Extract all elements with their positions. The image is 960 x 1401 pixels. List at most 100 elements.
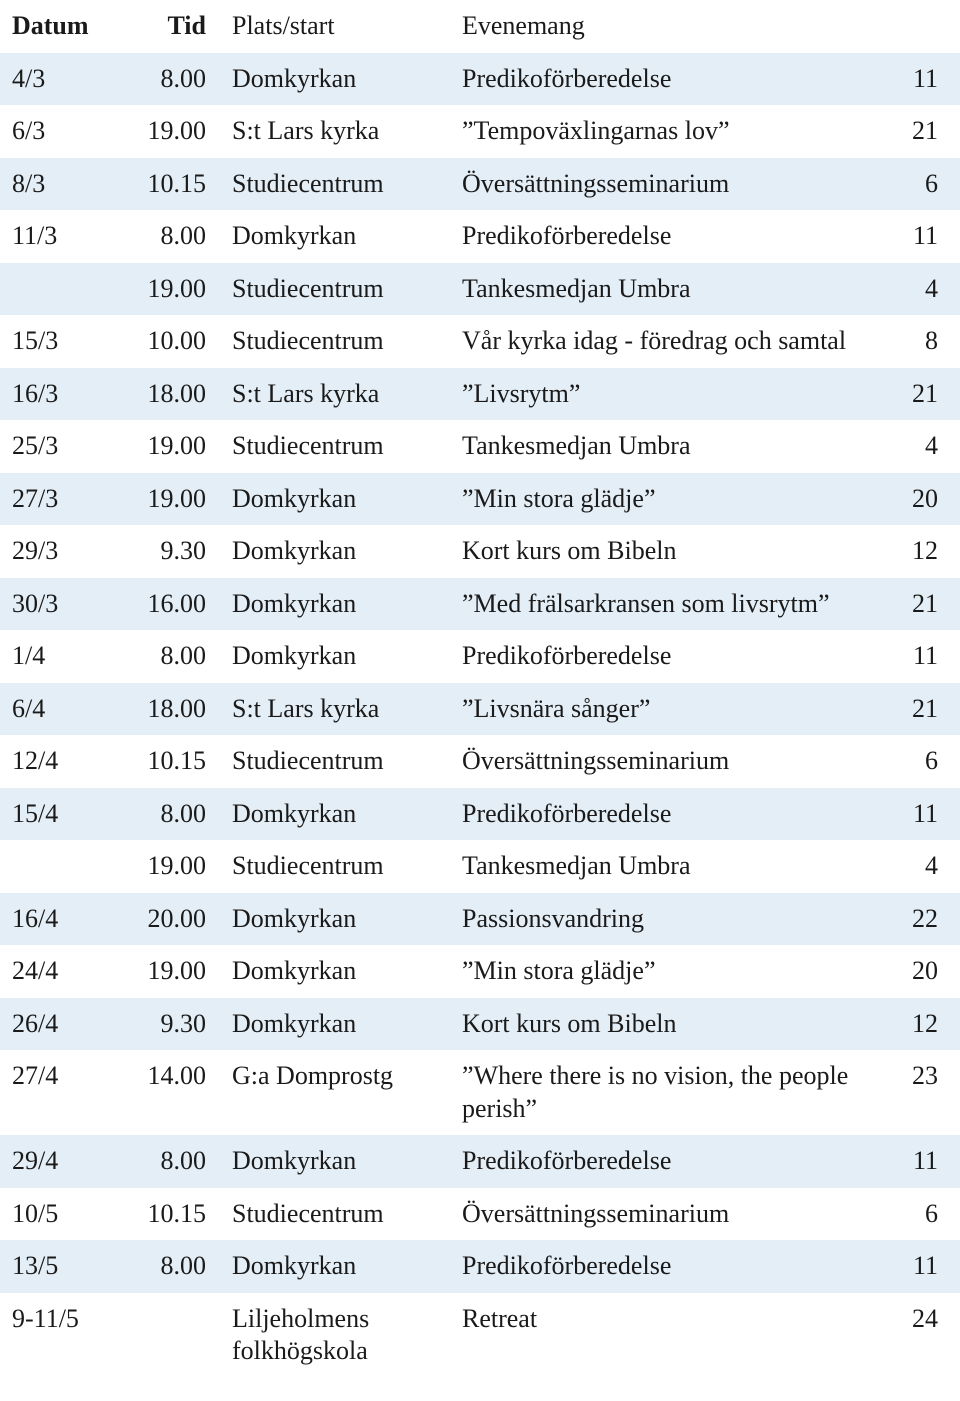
col-header-place: Plats/start (220, 0, 450, 53)
table-row: 16/420.00DomkyrkanPassionsvandring22 (0, 893, 960, 946)
cell-place: Domkyrkan (220, 525, 450, 578)
cell-place: Studiecentrum (220, 735, 450, 788)
cell-event: ”Min stora glädje” (450, 945, 870, 998)
table-row: 25/319.00StudiecentrumTankesmedjan Umbra… (0, 420, 960, 473)
cell-num: 11 (870, 53, 960, 106)
cell-time: 8.00 (110, 1135, 220, 1188)
cell-time: 14.00 (110, 1050, 220, 1135)
col-header-num (870, 0, 960, 53)
cell-num: 20 (870, 945, 960, 998)
cell-place: Studiecentrum (220, 263, 450, 316)
cell-time: 8.00 (110, 53, 220, 106)
cell-place: Domkyrkan (220, 788, 450, 841)
cell-time: 19.00 (110, 105, 220, 158)
cell-event: ”Tempoväxlingarnas lov” (450, 105, 870, 158)
cell-date: 6/4 (0, 683, 110, 736)
table-row: 15/310.00StudiecentrumVår kyrka idag - f… (0, 315, 960, 368)
table-row: 16/318.00S:t Lars kyrka”Livsrytm”21 (0, 368, 960, 421)
cell-time: 19.00 (110, 840, 220, 893)
cell-date: 27/3 (0, 473, 110, 526)
cell-event: Predikoförberedelse (450, 788, 870, 841)
cell-place: Domkyrkan (220, 578, 450, 631)
cell-date: 12/4 (0, 735, 110, 788)
cell-place: Domkyrkan (220, 998, 450, 1051)
table-row: 29/39.30DomkyrkanKort kurs om Bibeln12 (0, 525, 960, 578)
table-row: 24/419.00Domkyrkan”Min stora glädje”20 (0, 945, 960, 998)
cell-time: 18.00 (110, 368, 220, 421)
table-body: 4/38.00DomkyrkanPredikoförberedelse116/3… (0, 53, 960, 1378)
cell-time: 19.00 (110, 263, 220, 316)
cell-place: Studiecentrum (220, 158, 450, 211)
cell-time (110, 1293, 220, 1378)
cell-num: 11 (870, 210, 960, 263)
cell-date: 11/3 (0, 210, 110, 263)
cell-date: 29/4 (0, 1135, 110, 1188)
cell-time: 10.15 (110, 1188, 220, 1241)
schedule-page: Datum Tid Plats/start Evenemang 4/38.00D… (0, 0, 960, 1378)
cell-place: S:t Lars kyrka (220, 683, 450, 736)
cell-event: Tankesmedjan Umbra (450, 420, 870, 473)
cell-time: 9.30 (110, 525, 220, 578)
cell-time: 19.00 (110, 473, 220, 526)
cell-time: 19.00 (110, 420, 220, 473)
cell-event: Tankesmedjan Umbra (450, 263, 870, 316)
cell-date: 8/3 (0, 158, 110, 211)
table-row: 10/510.15StudiecentrumÖversättningssemin… (0, 1188, 960, 1241)
cell-event: Kort kurs om Bibeln (450, 998, 870, 1051)
cell-date: 27/4 (0, 1050, 110, 1135)
cell-date: 4/3 (0, 53, 110, 106)
cell-num: 11 (870, 1240, 960, 1293)
col-header-event: Evenemang (450, 0, 870, 53)
cell-date: 9-11/5 (0, 1293, 110, 1378)
cell-date (0, 263, 110, 316)
cell-event: Tankesmedjan Umbra (450, 840, 870, 893)
cell-event: ”Livsnära sånger” (450, 683, 870, 736)
cell-time: 16.00 (110, 578, 220, 631)
cell-num: 21 (870, 683, 960, 736)
table-row: 19.00StudiecentrumTankesmedjan Umbra4 (0, 840, 960, 893)
cell-place: Studiecentrum (220, 315, 450, 368)
cell-num: 20 (870, 473, 960, 526)
table-row: 27/319.00Domkyrkan”Min stora glädje”20 (0, 473, 960, 526)
cell-num: 21 (870, 368, 960, 421)
table-header-row: Datum Tid Plats/start Evenemang (0, 0, 960, 53)
cell-date: 30/3 (0, 578, 110, 631)
table-row: 6/418.00S:t Lars kyrka”Livsnära sånger”2… (0, 683, 960, 736)
cell-date: 16/4 (0, 893, 110, 946)
cell-event: Översättningsseminarium (450, 1188, 870, 1241)
schedule-table: Datum Tid Plats/start Evenemang 4/38.00D… (0, 0, 960, 1378)
table-row: 15/48.00DomkyrkanPredikoförberedelse11 (0, 788, 960, 841)
cell-event: ”Min stora glädje” (450, 473, 870, 526)
cell-event: Översättningsseminarium (450, 158, 870, 211)
cell-num: 21 (870, 105, 960, 158)
cell-place: Domkyrkan (220, 210, 450, 263)
cell-num: 11 (870, 1135, 960, 1188)
cell-num: 12 (870, 998, 960, 1051)
cell-place: Domkyrkan (220, 53, 450, 106)
table-row: 1/48.00DomkyrkanPredikoförberedelse11 (0, 630, 960, 683)
cell-time: 9.30 (110, 998, 220, 1051)
cell-event: Vår kyrka idag - föredrag och samtal (450, 315, 870, 368)
cell-time: 8.00 (110, 210, 220, 263)
cell-num: 22 (870, 893, 960, 946)
cell-place: G:a Domprostg (220, 1050, 450, 1135)
cell-place: Domkyrkan (220, 630, 450, 683)
cell-date: 1/4 (0, 630, 110, 683)
cell-place: Studiecentrum (220, 1188, 450, 1241)
table-row: 27/414.00G:a Domprostg”Where there is no… (0, 1050, 960, 1135)
cell-event: Predikoförberedelse (450, 53, 870, 106)
cell-num: 4 (870, 263, 960, 316)
cell-num: 6 (870, 735, 960, 788)
cell-place: Studiecentrum (220, 840, 450, 893)
table-row: 12/410.15StudiecentrumÖversättningssemin… (0, 735, 960, 788)
cell-time: 10.15 (110, 158, 220, 211)
cell-place: S:t Lars kyrka (220, 105, 450, 158)
cell-time: 10.15 (110, 735, 220, 788)
cell-place: Domkyrkan (220, 893, 450, 946)
cell-time: 8.00 (110, 1240, 220, 1293)
cell-num: 23 (870, 1050, 960, 1135)
cell-time: 20.00 (110, 893, 220, 946)
cell-date: 13/5 (0, 1240, 110, 1293)
cell-place: S:t Lars kyrka (220, 368, 450, 421)
cell-date: 6/3 (0, 105, 110, 158)
